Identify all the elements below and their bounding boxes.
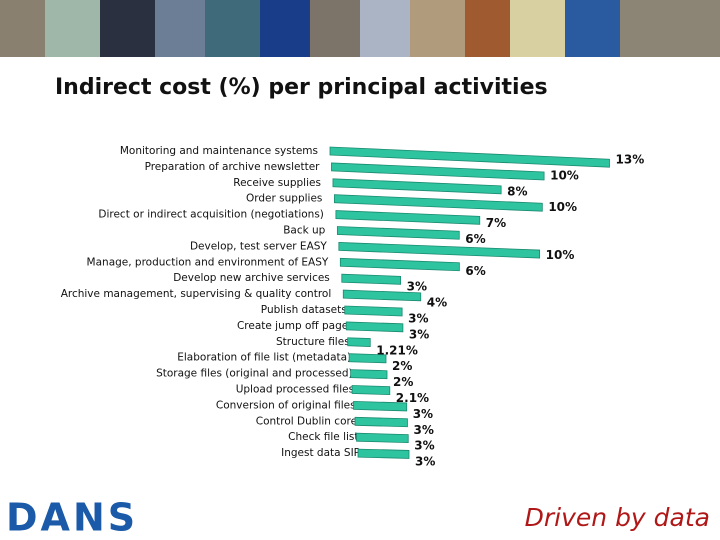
bar: [353, 400, 408, 412]
bar: [344, 305, 403, 317]
value-label: 8%: [507, 184, 527, 198]
bar: [354, 416, 408, 428]
value-label: 3%: [409, 327, 429, 341]
logo: DANS: [6, 496, 138, 540]
category-label: Structure files: [276, 336, 350, 348]
category-label: Create jump off page: [237, 320, 348, 332]
chart: Monitoring and maintenance systems 13% Pre…: [61, 145, 645, 469]
value-label: 3%: [408, 312, 428, 326]
tagline: Driven by data: [525, 503, 710, 532]
bar: [338, 241, 541, 259]
bar: [342, 289, 422, 302]
category-label: Direct or indirect acquisition (negotiat…: [98, 209, 324, 221]
category-label: Storage files (original and processed): [156, 368, 353, 380]
value-label: 6%: [465, 264, 485, 278]
bar: [348, 353, 387, 364]
category-label: Order supplies: [246, 193, 322, 205]
bar: [351, 385, 391, 396]
category-label: Ingest data SIP: [281, 447, 360, 459]
category-label: Conversion of original files: [216, 399, 356, 411]
bar: [350, 369, 388, 380]
category-label: Control Dublin core: [256, 415, 357, 427]
bar: [357, 448, 410, 459]
bar: [332, 178, 502, 195]
value-label: 10%: [548, 200, 577, 214]
slide-title: Indirect cost (%) per principal activiti…: [55, 75, 548, 100]
category-label: Archive management, supervising & qualit…: [61, 288, 332, 300]
value-label: 7%: [486, 216, 506, 230]
value-label: 2.1%: [396, 391, 429, 405]
value-label: 3%: [414, 439, 434, 453]
value-label: 2%: [392, 359, 412, 373]
value-label: 3%: [407, 280, 427, 294]
bar: [329, 146, 610, 168]
value-label: 4%: [427, 296, 447, 310]
bar: [335, 210, 481, 225]
category-label: Back up: [283, 225, 325, 237]
category-label: Receive supplies: [233, 177, 321, 189]
category-label: Elaboration of file list (metadata): [177, 352, 351, 364]
category-label: Preparation of archive newsletter: [145, 161, 321, 173]
value-label: 3%: [413, 423, 433, 437]
value-label: 13%: [616, 153, 645, 167]
category-label: Develop, test server EASY: [190, 240, 327, 252]
category-label: Develop new archive services: [173, 272, 330, 284]
value-label: 3%: [415, 455, 435, 469]
bar: [339, 257, 460, 272]
value-label: 6%: [465, 232, 485, 246]
category-label: Monitoring and maintenance systems: [120, 145, 318, 157]
value-label: 3%: [413, 407, 433, 421]
category-label: Manage, production and environment of EA…: [87, 256, 329, 268]
bar: [336, 226, 460, 240]
value-label: 2%: [393, 375, 413, 389]
bar: [341, 273, 402, 285]
value-label: 10%: [550, 168, 579, 182]
bar: [334, 194, 543, 212]
category-label: Publish datasets: [261, 304, 347, 316]
photo-banner: [0, 0, 720, 57]
bar: [347, 337, 371, 347]
bar: [356, 432, 409, 444]
bar: [331, 162, 545, 181]
bar: [345, 321, 404, 333]
value-label: 1.21%: [376, 343, 418, 357]
category-label: Upload processed files: [236, 384, 354, 396]
value-label: 10%: [546, 248, 575, 262]
category-label: Check file list: [288, 431, 358, 443]
